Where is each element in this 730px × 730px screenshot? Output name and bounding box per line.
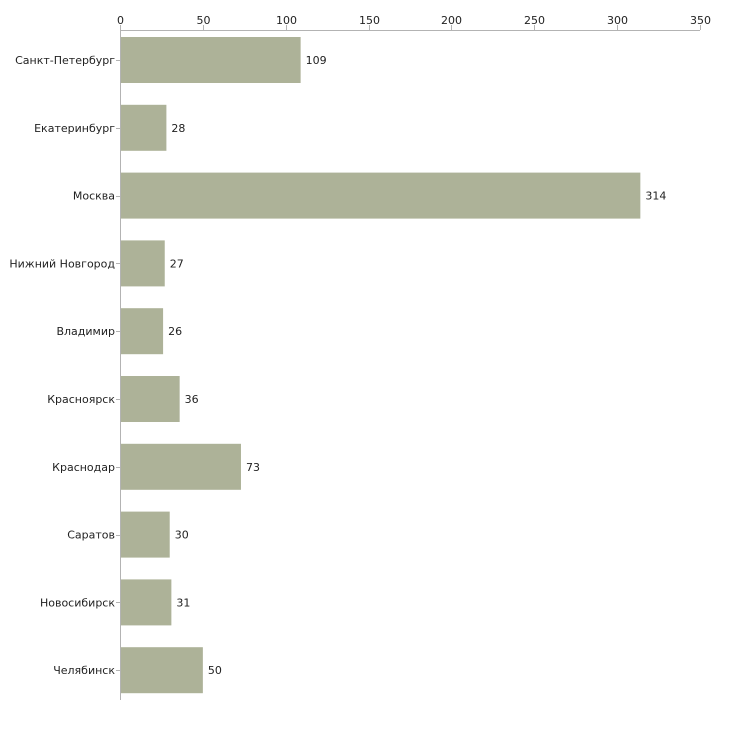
y-category-label: Красноярск [47,393,115,406]
x-tick-label: 350 [690,14,711,27]
x-tick-label: 250 [524,14,545,27]
x-tick-label: 150 [359,14,380,27]
bar-value-label: 31 [176,596,190,609]
bar-value-label: 28 [171,122,185,135]
bar [121,172,641,219]
y-axis: Санкт-Петербург Екатеринбург Москва Нижний … [9,30,121,700]
y-category-label: Санкт-Петербург [15,54,115,67]
y-category-label: Челябинск [53,664,115,677]
bars [121,37,641,694]
bar-value-label: 73 [246,461,260,474]
bar-value-label: 109 [306,54,327,67]
y-category-label: Екатеринбург [34,122,115,135]
bar [121,37,301,83]
x-tick-label: 50 [197,14,211,27]
bar [121,443,241,490]
bar [121,511,170,558]
bar-value-label: 314 [645,190,666,203]
x-tick-label: 100 [276,14,297,27]
y-category-label: Саратов [67,529,115,542]
x-axis: 0 50 100 150 200 250 300 350 [117,14,711,31]
x-tick-label: 200 [441,14,462,27]
y-category-label: Новосибирск [40,596,115,609]
bar [121,104,167,151]
bar-value-label: 26 [168,325,182,338]
bar-value-label: 30 [175,529,189,542]
bar [121,376,180,422]
bar [121,308,164,355]
y-category-label: Нижний Новгород [9,257,115,270]
bar [121,240,165,287]
x-tick-label: 0 [117,14,124,27]
y-category-label: Москва [73,190,115,203]
y-category-label: Краснодар [52,461,115,474]
bar-value-label: 50 [208,664,222,677]
bar-value-label: 27 [170,257,184,270]
value-labels: 109 28 314 27 26 36 73 30 31 50 [168,54,666,677]
bar [121,579,172,626]
bar-value-label: 36 [185,393,199,406]
x-tick-label: 300 [607,14,628,27]
y-category-label: Владимир [56,325,115,338]
bar [121,647,203,694]
